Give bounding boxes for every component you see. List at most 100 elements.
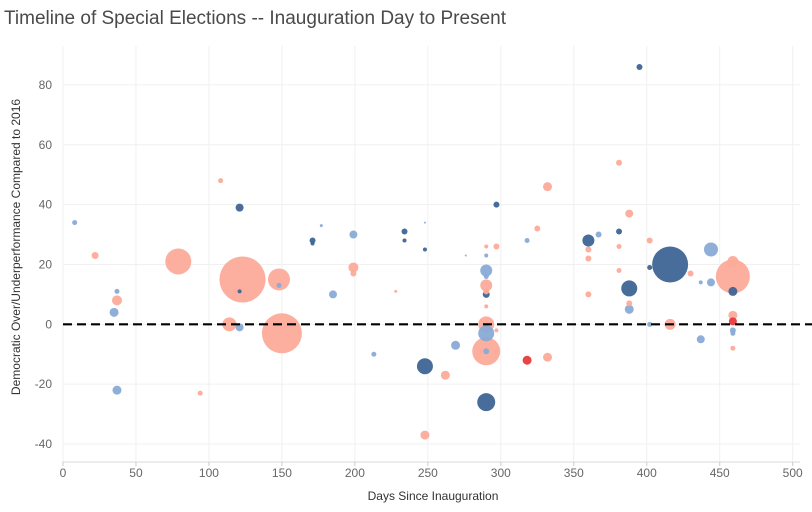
data-point	[350, 270, 357, 277]
x-tick-label: 100	[199, 466, 219, 480]
data-point	[703, 242, 718, 257]
data-point	[219, 256, 266, 303]
data-point	[267, 268, 290, 291]
data-point	[595, 231, 602, 238]
data-point	[522, 355, 532, 365]
data-point	[493, 243, 500, 250]
data-point	[625, 209, 634, 218]
data-point	[422, 247, 427, 252]
data-point	[730, 330, 736, 336]
data-point	[715, 259, 750, 294]
data-point	[416, 358, 433, 375]
data-point	[698, 280, 703, 285]
x-tick-label: 250	[418, 466, 438, 480]
y-tick-label: 20	[39, 257, 53, 271]
x-tick-label: 400	[637, 466, 657, 480]
data-point	[218, 178, 224, 184]
data-point	[626, 300, 633, 307]
data-point	[585, 291, 592, 298]
data-point	[636, 63, 643, 70]
data-points	[72, 63, 750, 440]
data-point	[582, 234, 595, 247]
data-point	[624, 304, 634, 314]
data-point	[616, 228, 623, 235]
y-tick-label: 0	[45, 317, 52, 331]
x-tick-label: 150	[272, 466, 292, 480]
data-point	[483, 288, 490, 295]
data-point	[222, 317, 237, 332]
data-point	[543, 352, 553, 362]
data-point	[112, 385, 122, 395]
data-point	[348, 262, 359, 273]
data-point	[616, 267, 622, 273]
y-tick-label: 40	[39, 198, 53, 212]
data-point	[484, 253, 489, 258]
data-point	[524, 238, 530, 244]
data-point	[647, 264, 653, 270]
data-point	[402, 238, 407, 243]
data-point	[310, 241, 315, 246]
x-tick-label: 50	[129, 466, 143, 480]
data-point	[646, 237, 653, 244]
x-tick-label: 300	[491, 466, 511, 480]
data-point	[616, 159, 623, 166]
data-point	[728, 310, 738, 320]
data-point	[477, 393, 496, 412]
data-point	[616, 244, 622, 250]
data-point	[235, 203, 244, 212]
y-axis-ticks: -40 -20 0 20 40 60 80	[35, 78, 53, 451]
y-axis-title: Democratic Over/Underperformance Compare…	[9, 99, 23, 395]
data-point	[647, 321, 653, 327]
data-point	[261, 313, 302, 354]
data-point	[349, 230, 358, 239]
data-point	[420, 430, 430, 440]
data-point	[484, 244, 489, 249]
data-point	[394, 289, 398, 293]
data-point	[91, 251, 99, 259]
data-point	[696, 335, 705, 344]
data-point	[309, 237, 316, 244]
data-point	[371, 351, 377, 357]
data-point	[480, 264, 493, 277]
data-point	[585, 246, 592, 253]
data-point	[494, 328, 499, 333]
data-point	[493, 201, 500, 208]
data-point	[197, 390, 203, 396]
x-tick-label: 350	[564, 466, 584, 480]
data-point	[483, 348, 490, 355]
x-tick-label: 450	[710, 466, 730, 480]
data-point	[728, 317, 737, 326]
data-point	[730, 345, 736, 351]
chart-title: Timeline of Special Elections -- Inaugur…	[4, 8, 506, 29]
data-point	[111, 295, 122, 306]
data-point	[727, 255, 739, 267]
data-point	[534, 225, 541, 232]
data-point	[706, 278, 715, 287]
y-tick-label: 60	[39, 138, 53, 152]
y-tick-label: -20	[35, 377, 53, 391]
data-point	[621, 280, 638, 297]
data-point	[401, 228, 408, 235]
data-point	[687, 270, 694, 277]
x-tick-label: 200	[345, 466, 365, 480]
x-tick-label: 500	[783, 466, 803, 480]
data-point	[480, 279, 493, 292]
data-point	[464, 254, 467, 257]
data-point	[328, 290, 337, 299]
x-axis-title: Days Since Inauguration	[368, 489, 499, 503]
data-point	[423, 221, 426, 224]
data-point	[585, 255, 592, 262]
data-point	[165, 248, 192, 275]
y-tick-label: 80	[39, 78, 53, 92]
data-point	[484, 304, 489, 309]
data-point	[652, 246, 689, 283]
data-point	[276, 282, 282, 288]
data-point	[483, 273, 489, 279]
data-point	[319, 224, 323, 228]
data-point	[543, 182, 553, 192]
y-tick-label: -40	[35, 437, 53, 451]
data-point	[109, 307, 119, 317]
x-axis-ticks: 0 50 100 150 200 250 300 350 400 450 500	[60, 462, 803, 480]
data-point	[478, 325, 495, 342]
